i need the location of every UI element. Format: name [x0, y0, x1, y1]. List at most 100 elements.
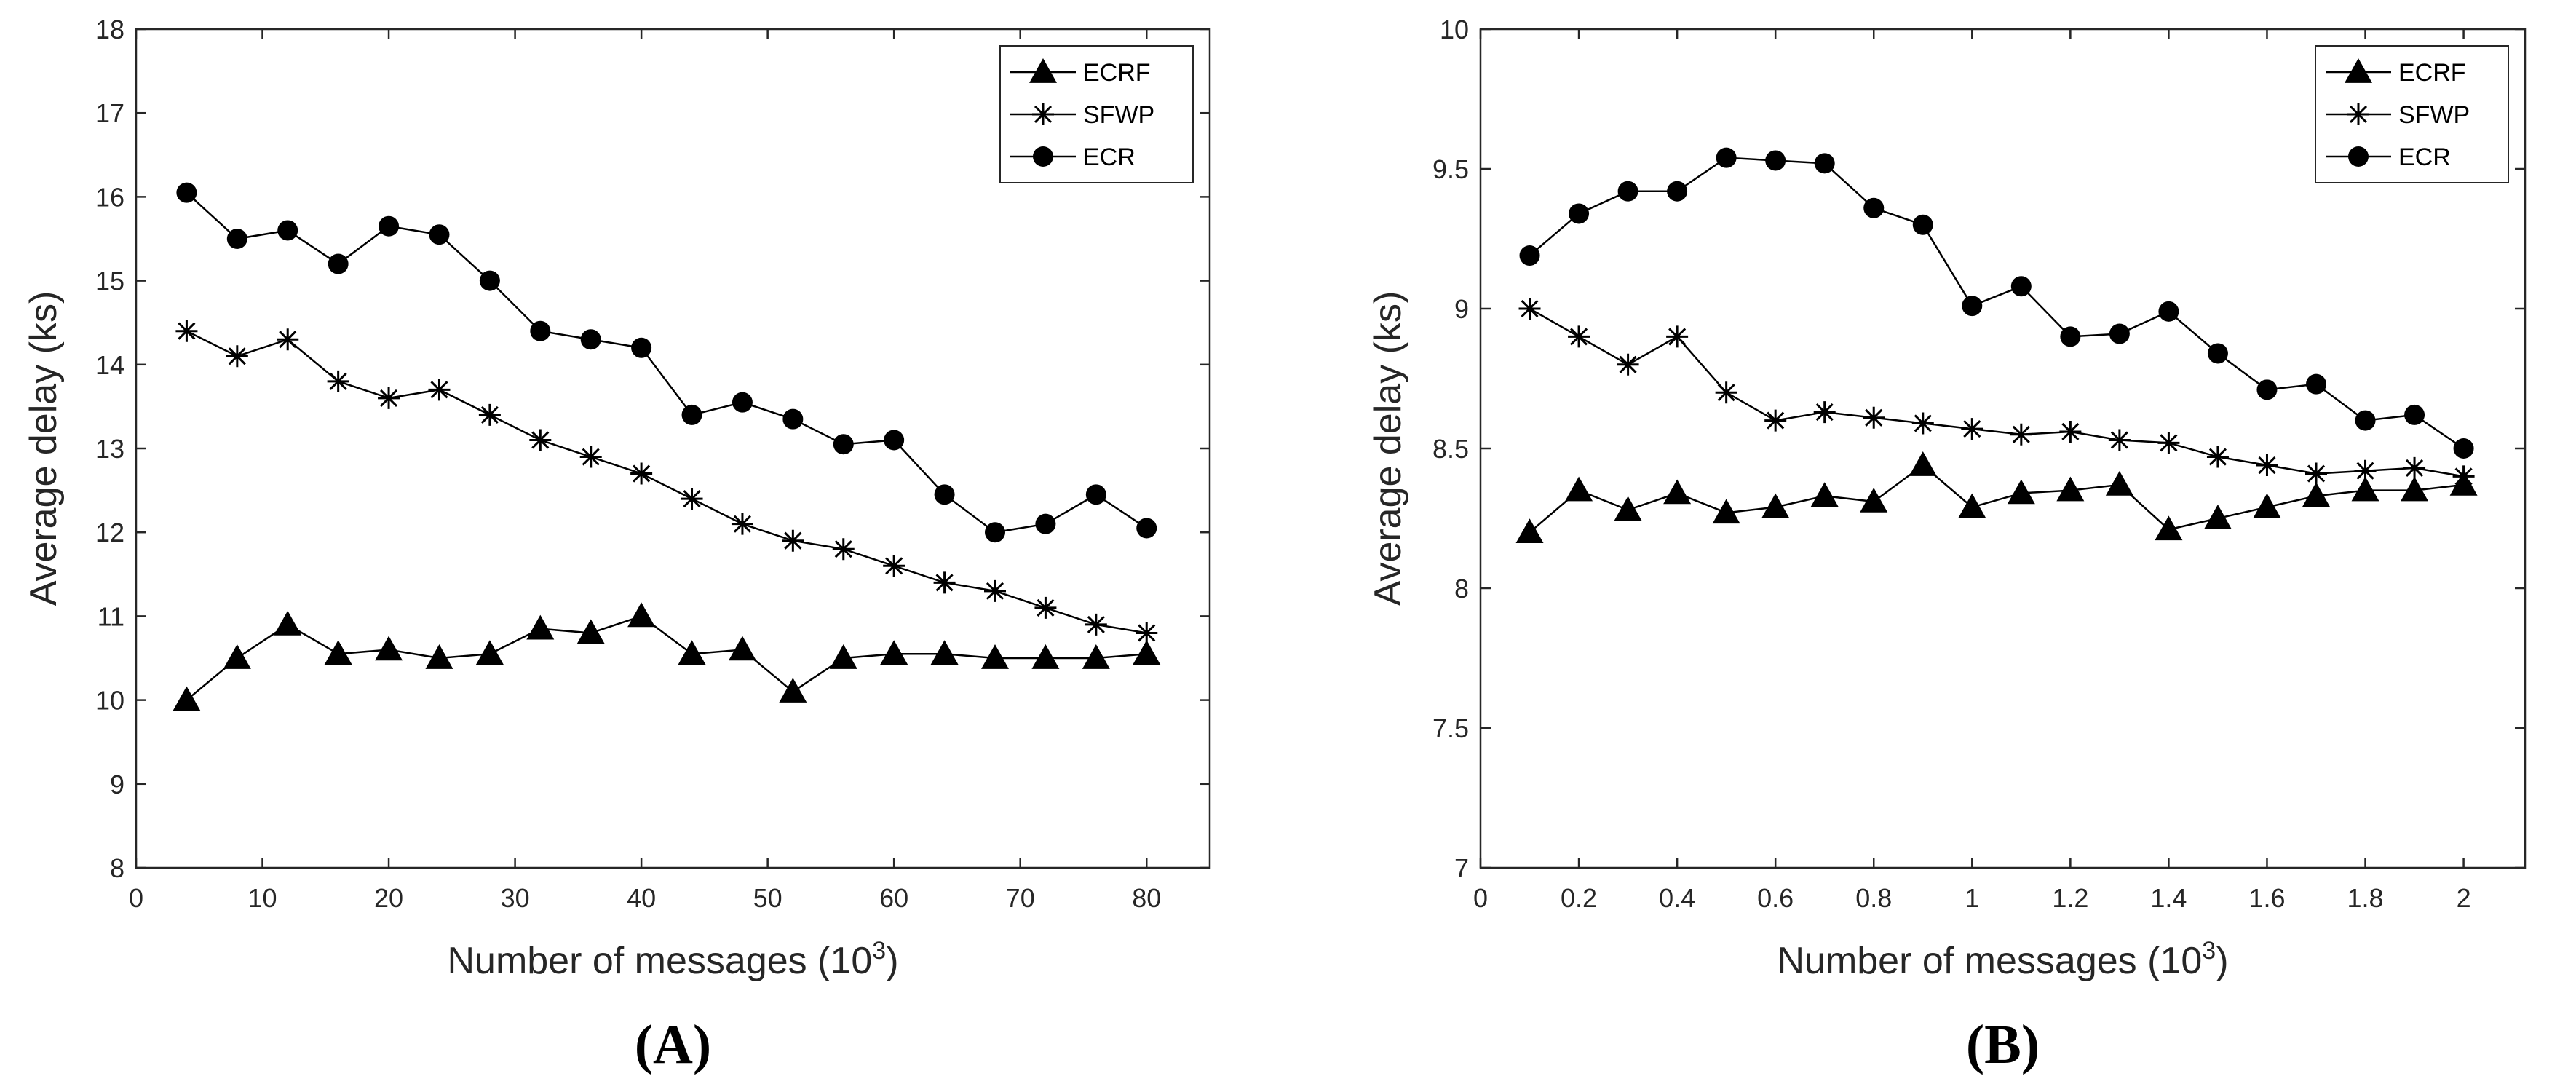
- data-point-ecr: [379, 215, 400, 237]
- data-point-sfwp: [832, 538, 855, 561]
- x-tick-label: 0.8: [1855, 883, 1892, 913]
- data-point-ecrf: [728, 636, 756, 661]
- data-point-sfwp: [2403, 456, 2426, 479]
- data-point-ecrf: [2056, 476, 2085, 502]
- data-point-ecrf: [1810, 482, 1839, 507]
- panel-label-a: (A): [635, 1014, 712, 1075]
- data-point-sfwp: [2010, 423, 2032, 446]
- y-tick-label: 15: [95, 266, 124, 296]
- data-point-ecr: [1136, 518, 1157, 539]
- data-point-sfwp: [2059, 420, 2082, 443]
- data-point-ecr: [2453, 438, 2474, 459]
- x-tick-label: 0.2: [1561, 883, 1597, 913]
- x-tick-label: 40: [627, 883, 656, 913]
- data-point-ecr: [2355, 410, 2376, 431]
- legend-label-sfwp: SFWP: [2398, 101, 2470, 129]
- data-point-sfwp: [1136, 622, 1158, 644]
- legend-marker-sfwp: [2347, 103, 2369, 125]
- data-point-ecr: [1962, 296, 1983, 317]
- data-point-sfwp: [1813, 401, 1836, 424]
- x-tick-label: 1.4: [2150, 883, 2187, 913]
- y-tick-label: 10: [95, 686, 124, 716]
- y-tick-label: 17: [95, 98, 124, 128]
- data-point-ecrf: [1031, 644, 1060, 669]
- data-point-ecr: [1716, 147, 1737, 168]
- legend-label-sfwp: SFWP: [1083, 101, 1154, 129]
- legend-label-ecrf: ECRF: [1083, 59, 1151, 87]
- data-point-ecrf: [324, 640, 352, 665]
- data-point-sfwp: [2452, 465, 2475, 488]
- data-point-ecr: [226, 229, 247, 249]
- data-point-sfwp: [681, 488, 703, 510]
- data-point-ecr: [2306, 373, 2326, 395]
- data-point-ecrf: [223, 644, 251, 669]
- x-tick-label: 80: [1132, 883, 1161, 913]
- data-point-ecrf: [829, 644, 857, 669]
- y-tick-label: 8: [110, 853, 124, 883]
- data-point-ecr: [479, 270, 500, 291]
- y-tick-label: 12: [95, 518, 124, 547]
- data-point-ecr: [2109, 323, 2130, 344]
- chart-panel-a: 0 10 20 30 40 50 60 70 80 8 9 10 11 12 13 14 15 16 17 18 EC…: [23, 15, 1211, 1075]
- data-point-sfwp: [529, 429, 552, 451]
- data-point-ecr: [2256, 379, 2278, 400]
- data-point-sfwp: [478, 403, 501, 426]
- data-point-sfwp: [175, 320, 198, 342]
- data-point-ecr: [2404, 404, 2425, 425]
- data-point-sfwp: [883, 555, 905, 577]
- y-tick-label: 9: [110, 769, 124, 799]
- data-point-ecr: [681, 404, 702, 425]
- data-point-sfwp: [579, 446, 602, 468]
- data-point-sfwp: [984, 579, 1006, 602]
- y-tick-label: 11: [98, 601, 124, 631]
- x-tick-label: 50: [753, 883, 782, 913]
- x-axis-label: Number of messages (103): [447, 937, 898, 982]
- data-point-sfwp: [428, 379, 451, 401]
- data-point-sfwp: [1911, 412, 1934, 435]
- x-axis-label: Number of messages (103): [1777, 937, 2228, 982]
- data-point-ecrf: [2401, 476, 2429, 502]
- data-point-ecr: [1519, 245, 1540, 266]
- data-point-ecrf: [1082, 644, 1110, 669]
- data-point-sfwp: [1034, 596, 1057, 619]
- y-tick-label: 13: [95, 434, 124, 464]
- data-point-ecr: [884, 430, 905, 451]
- data-point-sfwp: [1085, 613, 1107, 636]
- x-tick-label: 30: [501, 883, 530, 913]
- data-point-ecr: [1667, 181, 1688, 202]
- data-point-sfwp: [2305, 462, 2327, 485]
- data-point-ecr: [1617, 181, 1638, 202]
- data-point-ecr: [1765, 150, 1786, 171]
- legend-label-ecrf: ECRF: [2398, 59, 2466, 87]
- data-point-sfwp: [378, 387, 400, 409]
- series-line-ecr: [186, 191, 1147, 534]
- x-tick-label: 0.6: [1757, 883, 1794, 913]
- data-point-ecrf: [2155, 515, 2183, 541]
- data-point-ecrf: [1614, 496, 1642, 521]
- data-point-ecr: [782, 408, 804, 430]
- data-point-ecr: [429, 224, 450, 245]
- x-tick-label: 70: [1006, 883, 1035, 913]
- data-point-ecrf: [2351, 476, 2379, 502]
- data-point-ecrf: [627, 602, 656, 628]
- data-point-sfwp: [1863, 406, 1885, 429]
- data-point-sfwp: [1764, 409, 1787, 432]
- series-group: [173, 182, 1161, 711]
- data-point-ecr: [833, 434, 854, 455]
- legend: ECRF SFWP ECR: [999, 45, 1194, 183]
- data-point-ecr: [328, 253, 349, 274]
- data-point-sfwp: [1518, 298, 1541, 320]
- series-group: [1515, 147, 2478, 544]
- data-point-ecr: [1814, 153, 1835, 174]
- y-tick-label: 10: [1440, 15, 1469, 44]
- legend-marker-ecrf: [1029, 58, 1057, 83]
- data-point-ecrf: [1958, 493, 1986, 518]
- data-point-ecrf: [2007, 479, 2035, 505]
- x-tick-label: 1.8: [2347, 883, 2384, 913]
- data-point-sfwp: [782, 529, 804, 552]
- data-point-ecrf: [526, 614, 555, 640]
- x-tick-label: 2: [2457, 883, 2471, 913]
- data-point-ecr: [631, 337, 652, 358]
- data-point-ecrf: [2203, 505, 2232, 529]
- data-point-ecr: [2060, 326, 2081, 347]
